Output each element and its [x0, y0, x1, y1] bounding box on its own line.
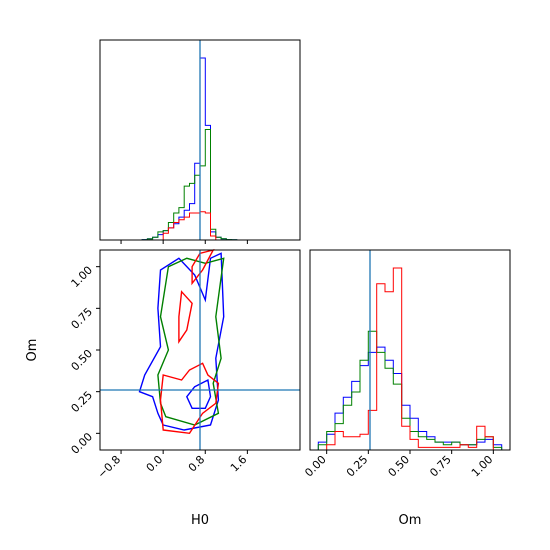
om-x-tick-label: 0.25 [344, 453, 371, 480]
contour-5 [191, 248, 215, 286]
h0-tick-label: 0.8 [186, 453, 208, 475]
om-x-tick-label: 0.00 [302, 453, 329, 480]
om-hist-x-ticks: 0.00 0.25 0.50 0.75 1.00 [302, 450, 495, 479]
contour-marks [138, 248, 225, 435]
h0-histogram-marks [141, 57, 238, 241]
h0-hist-series-1 [141, 129, 238, 241]
x-label-om: Om [399, 513, 422, 528]
x-label-h0: H0 [191, 513, 209, 528]
om-y-tick-label: 0.00 [69, 430, 96, 457]
om-x-tick-label: 0.75 [427, 453, 454, 480]
scatter-y-ticks: 0.00 0.25 0.50 0.75 1.00 [69, 264, 100, 457]
contour-0 [138, 252, 225, 431]
h0-tick-label: −0.8 [95, 453, 123, 481]
contour-4 [178, 290, 193, 344]
panel-scatter: −0.8 0.0 0.8 1.6 0.00 0.25 0.50 0.75 1.00 [69, 248, 301, 481]
om-hist-series-2 [326, 267, 494, 450]
h0-tick-label: 0.0 [144, 453, 166, 475]
om-histogram-marks [317, 267, 503, 450]
om-y-tick-label: 0.50 [69, 347, 96, 374]
contour-1 [185, 378, 212, 409]
om-y-tick-label: 0.75 [69, 305, 96, 332]
om-x-tick-label: 0.50 [386, 453, 413, 480]
h0-hist-ticks [120, 240, 248, 244]
om-y-tick-label: 1.00 [69, 264, 96, 291]
h0-hist-frame [99, 39, 301, 241]
h0-hist-series-2 [162, 211, 217, 240]
y-label-om: Om [25, 339, 40, 362]
h0-tick-label: 1.6 [228, 453, 250, 475]
panel-h0-hist [99, 39, 301, 244]
scatter-x-ticks: −0.8 0.0 0.8 1.6 [95, 450, 249, 481]
panel-om-hist: 0.00 0.25 0.50 0.75 1.00 [302, 249, 511, 479]
contour-2 [157, 257, 225, 426]
om-y-tick-label: 0.25 [69, 389, 96, 416]
om-hist-series-1 [317, 330, 503, 450]
om-x-tick-label: 1.00 [469, 453, 496, 480]
